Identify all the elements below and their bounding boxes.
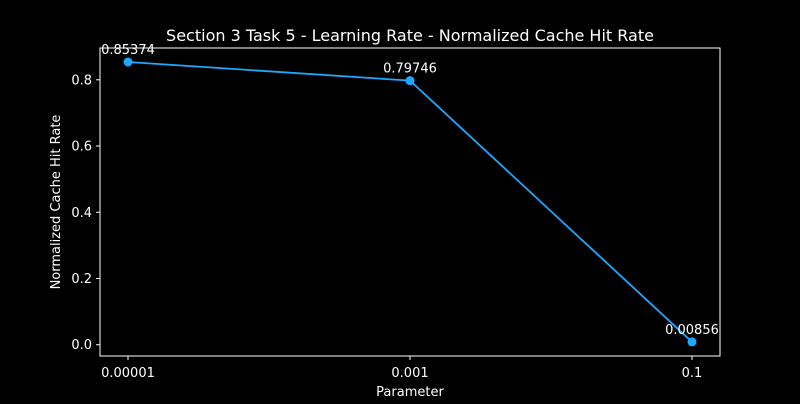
x-tick-label: 0.001: [391, 366, 428, 381]
x-tick-label: 0.00001: [101, 366, 155, 381]
y-tick-label: 0.2: [71, 272, 92, 287]
y-tick-label: 0.0: [71, 338, 92, 353]
x-axis-label: Parameter: [376, 385, 444, 400]
y-tick-label: 0.8: [71, 73, 92, 88]
data-point: [123, 57, 133, 67]
y-tick-label: 0.6: [71, 140, 92, 155]
chart-title: Section 3 Task 5 - Learning Rate - Norma…: [166, 26, 654, 45]
data-label: 0.79746: [383, 62, 437, 77]
x-tick-label: 0.1: [682, 366, 703, 381]
y-axis-label: Normalized Cache Hit Rate: [49, 115, 64, 290]
data-label: 0.00856: [665, 323, 719, 338]
y-tick-label: 0.4: [71, 206, 92, 221]
y-axis: 0.0 0.2 0.4 0.6 0.8: [71, 73, 100, 353]
data-point: [405, 76, 415, 86]
series-layer: 0.85374 0.79746 0.00856: [101, 43, 719, 347]
data-point: [687, 337, 697, 347]
data-label: 0.85374: [101, 43, 155, 58]
x-axis: 0.00001 0.001 0.1: [101, 356, 702, 381]
